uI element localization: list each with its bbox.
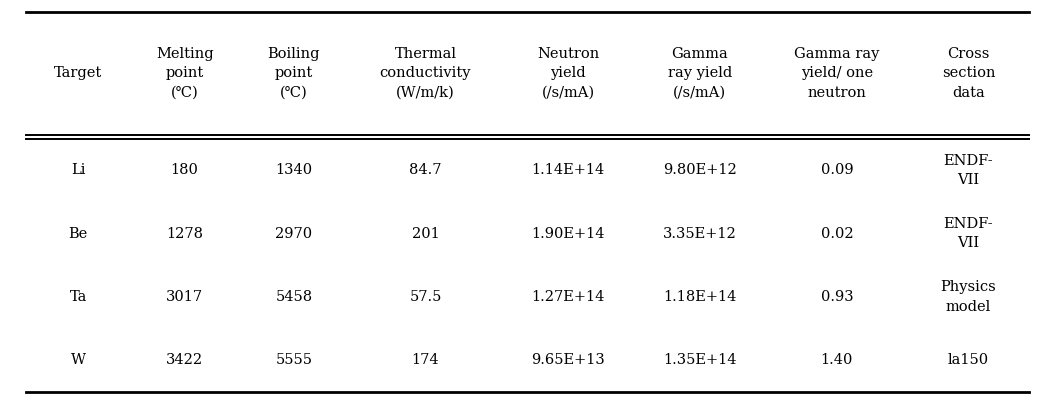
Text: 1.18E+14: 1.18E+14	[663, 290, 736, 304]
Text: 1.35E+14: 1.35E+14	[663, 353, 736, 367]
Text: la150: la150	[947, 353, 989, 367]
Text: 9.80E+12: 9.80E+12	[663, 163, 736, 177]
Text: 57.5: 57.5	[409, 290, 442, 304]
Text: 174: 174	[411, 353, 439, 367]
Text: W: W	[71, 353, 85, 367]
Text: Li: Li	[71, 163, 85, 177]
Text: 201: 201	[411, 226, 439, 241]
Text: Gamma ray
yield/ one
neutron: Gamma ray yield/ one neutron	[794, 47, 880, 100]
Text: Thermal
conductivity
(W/m/k): Thermal conductivity (W/m/k)	[380, 47, 472, 100]
Text: 0.02: 0.02	[821, 226, 853, 241]
Text: ENDF-
VII: ENDF- VII	[943, 153, 993, 187]
Text: 1.27E+14: 1.27E+14	[532, 290, 605, 304]
Text: 3.35E+12: 3.35E+12	[663, 226, 736, 241]
Text: ENDF-
VII: ENDF- VII	[943, 217, 993, 251]
Text: 1.14E+14: 1.14E+14	[532, 163, 605, 177]
Text: 2970: 2970	[275, 226, 312, 241]
Text: 5555: 5555	[275, 353, 312, 367]
Text: 84.7: 84.7	[409, 163, 442, 177]
Text: Melting
point
(℃): Melting point (℃)	[156, 47, 213, 100]
Text: 5458: 5458	[275, 290, 312, 304]
Text: 0.93: 0.93	[821, 290, 853, 304]
Text: 1.40: 1.40	[821, 353, 853, 367]
Text: 0.09: 0.09	[821, 163, 853, 177]
Text: Physics
model: Physics model	[941, 280, 996, 314]
Text: Ta: Ta	[70, 290, 87, 304]
Text: 1.90E+14: 1.90E+14	[532, 226, 605, 241]
Text: Boiling
point
(℃): Boiling point (℃)	[268, 47, 320, 100]
Text: Cross
section
data: Cross section data	[942, 47, 995, 100]
Text: 1340: 1340	[275, 163, 312, 177]
Text: Target: Target	[54, 67, 102, 80]
Text: Gamma
ray yield
(/s/mA): Gamma ray yield (/s/mA)	[668, 47, 732, 100]
Text: 1278: 1278	[167, 226, 204, 241]
Text: 3422: 3422	[166, 353, 204, 367]
Text: Be: Be	[69, 226, 88, 241]
Text: 180: 180	[171, 163, 198, 177]
Text: 9.65E+13: 9.65E+13	[532, 353, 606, 367]
Text: Neutron
yield
(/s/mA): Neutron yield (/s/mA)	[537, 47, 599, 100]
Text: 3017: 3017	[166, 290, 204, 304]
